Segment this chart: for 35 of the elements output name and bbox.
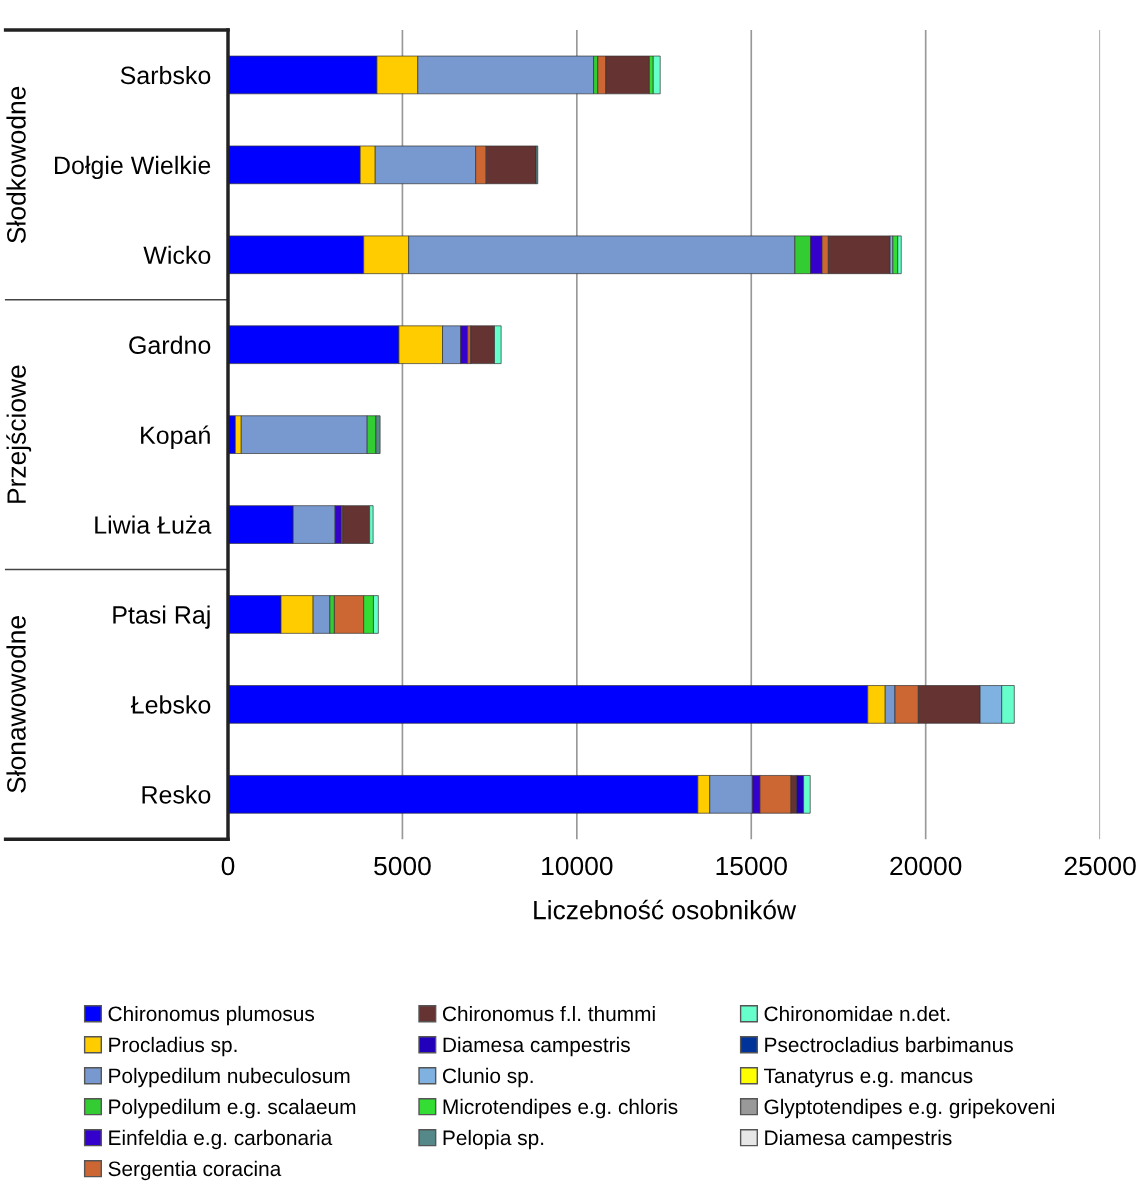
legend-label: Pelopia sp. xyxy=(443,1129,544,1150)
legend-label: Psectrocladius barbimanus xyxy=(765,1036,1013,1053)
x-tick-label: 0 xyxy=(221,856,235,876)
legend-label: Polypedilum e.g. scalaeum xyxy=(109,1098,356,1119)
legend-label: Sergentia coracina xyxy=(108,1160,282,1181)
legend-label: Einfeldia e.g. carbonaria xyxy=(109,1129,333,1150)
legend-label: Diamesa campestris xyxy=(443,1036,630,1057)
y-tick-label: Liwia Łuża xyxy=(95,515,212,534)
legend-label: Clunio sp. xyxy=(442,1067,533,1088)
legend-label: Chironomus f.l. thummi xyxy=(442,1005,655,1022)
x-tick-label: 25000 xyxy=(1064,856,1136,876)
y-tick-label: Ptasi Raj xyxy=(113,605,210,629)
legend-label: Chironomidae n.det. xyxy=(764,1005,950,1022)
text: Przejściowe xyxy=(6,365,32,503)
x-axis-title: Liczebność osobników xyxy=(534,899,797,920)
text: Słodkowodne xyxy=(6,86,26,243)
y-tick-label: Wicko xyxy=(143,245,211,265)
x-tick-label: 5000 xyxy=(374,856,431,876)
legend-label: Tanatyrus e.g. mancus xyxy=(764,1068,973,1088)
y-tick-label: Sarbsko xyxy=(120,65,211,85)
y-tick-label: Resko xyxy=(142,785,211,804)
x-tick-label: 15000 xyxy=(716,856,787,876)
legend-label: Diamesa campestris xyxy=(765,1129,952,1150)
y-tick-label: Kopań xyxy=(141,425,210,450)
legend-label: Polypedilum nubeculosum xyxy=(109,1067,350,1088)
legend-label: Microtendipes e.g. chloris xyxy=(443,1098,678,1119)
legend-label: Glyptotendipes e.g. gripekoveni xyxy=(764,1098,1054,1119)
x-tick-label: 10000 xyxy=(542,856,613,876)
legend-label: Chironomus plumosus xyxy=(108,1005,315,1026)
x-tick-label: 20000 xyxy=(890,856,962,876)
text: Słonawowodne xyxy=(6,616,26,793)
y-tick-label: Dołgie Wielkie xyxy=(55,155,211,180)
y-tick-label: Łebsko xyxy=(130,695,211,714)
legend-label: Procladius sp. xyxy=(109,1036,237,1057)
y-tick-label: Gardno xyxy=(129,335,211,355)
